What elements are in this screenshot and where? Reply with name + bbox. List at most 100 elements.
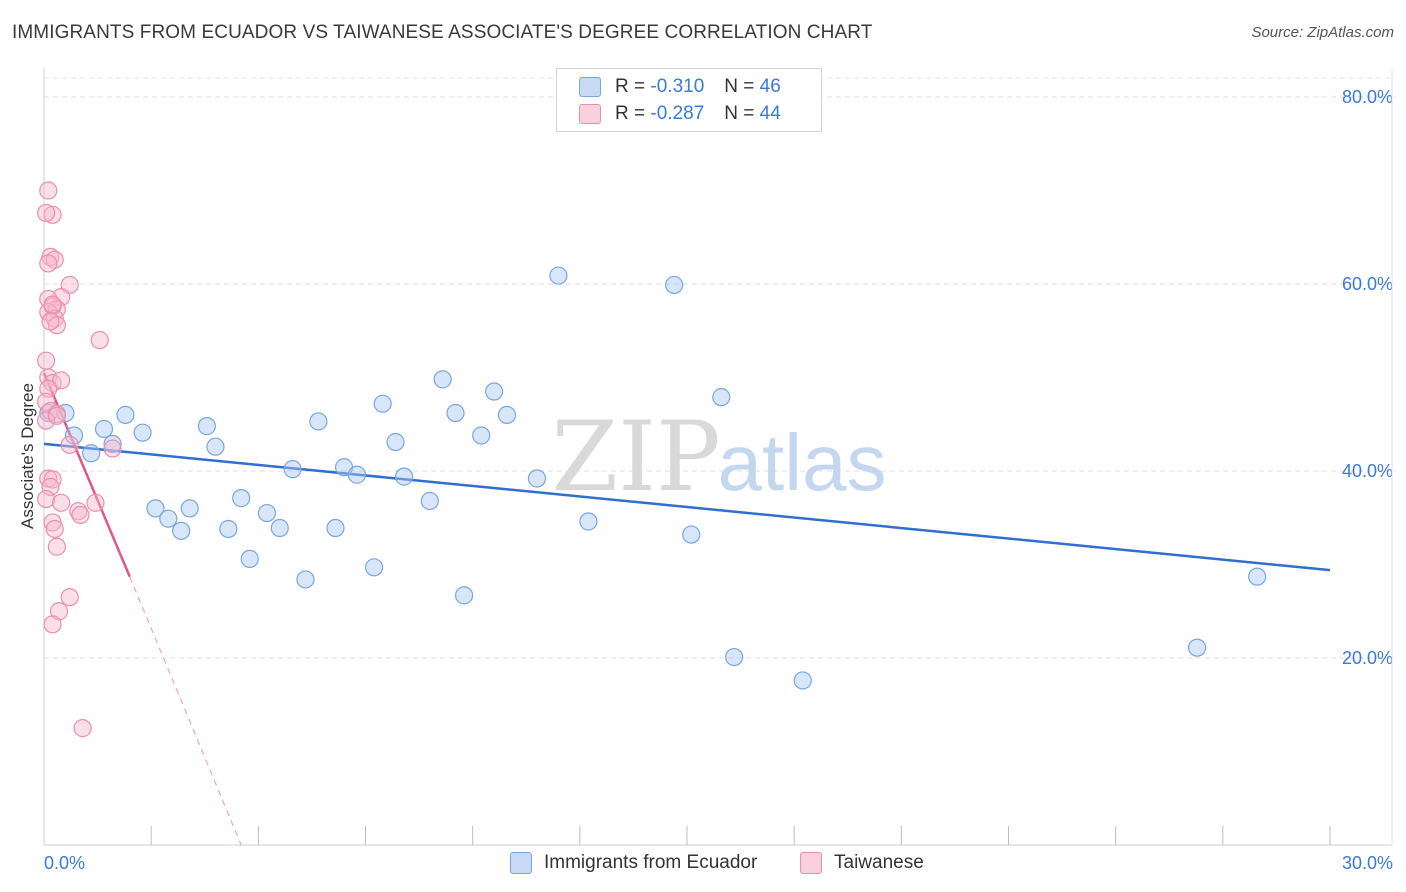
ecuador-trend-line — [43, 442, 1331, 572]
ecuador-point — [433, 370, 452, 389]
ecuador-point — [364, 558, 384, 577]
ecuador-point — [394, 467, 414, 486]
ecuador-point — [309, 412, 328, 431]
legend-r-label: R = — [615, 76, 646, 97]
ecuador-point — [116, 405, 135, 424]
taiwanese-point — [43, 295, 62, 314]
ecuador-point — [1248, 567, 1267, 586]
watermark-atlas: atlas — [718, 418, 887, 507]
legend-row-taiwanese: R = -0.287 N = 44 — [579, 103, 781, 125]
legend-swatch-ecuador — [579, 77, 601, 97]
x-tick-label: 30.0% — [1342, 853, 1393, 873]
taiwanese-point — [37, 351, 56, 370]
bottom-legend-label-taiwanese: Taiwanese — [834, 852, 924, 873]
watermark-zip: ZIP — [551, 401, 720, 513]
ecuador-point — [549, 266, 568, 285]
legend: R = -0.310 N = 46 R = -0.287 N = 44 — [556, 68, 822, 132]
ecuador-point — [94, 419, 114, 439]
source-label: Source: ZipAtlas.com — [1251, 24, 1394, 41]
legend-n-value-ecuador: 46 — [759, 76, 781, 97]
y-tick-label: 80.0% — [1342, 87, 1393, 107]
y-tick-label: 40.0% — [1342, 461, 1393, 481]
taiwanese-point — [60, 588, 79, 607]
bottom-legend-ecuador: Immigrants from Ecuador — [510, 852, 757, 874]
ecuador-point — [64, 426, 84, 445]
ecuador-point — [420, 491, 439, 511]
legend-n-label: N = — [724, 76, 755, 97]
ecuador-point — [665, 275, 684, 295]
ecuador-point — [296, 570, 315, 589]
ecuador-point — [1188, 638, 1207, 657]
taiwanese-point — [43, 470, 62, 489]
taiwanese-point — [39, 181, 58, 200]
ecuador-point — [472, 426, 491, 445]
ecuador-point — [159, 509, 178, 528]
ecuador-point — [497, 405, 517, 424]
ecuador-point — [180, 499, 199, 518]
taiwanese-point — [43, 615, 62, 634]
ecuador-point — [682, 525, 701, 544]
ecuador-point — [257, 503, 277, 523]
taiwanese-trend-extension — [129, 576, 242, 846]
ecuador-point — [579, 512, 598, 531]
taiwanese-point — [90, 331, 109, 350]
legend-swatch-taiwanese — [579, 104, 601, 124]
legend-row-ecuador: R = -0.310 N = 46 — [579, 76, 781, 98]
y-tick-label: 60.0% — [1342, 274, 1393, 294]
ecuador-point — [326, 518, 345, 538]
taiwanese-point — [60, 435, 79, 454]
taiwanese-point — [37, 203, 56, 223]
taiwanese-point — [86, 493, 105, 512]
ecuador-point — [386, 432, 405, 452]
ecuador-point — [103, 434, 122, 453]
taiwanese-point — [73, 719, 92, 738]
ecuador-point — [146, 499, 165, 518]
legend-r-label: R = — [615, 103, 646, 124]
ecuador-point — [82, 444, 101, 463]
legend-r-value-ecuador: -0.310 — [650, 76, 705, 97]
ecuador-point — [219, 519, 238, 539]
taiwanese-point — [47, 406, 66, 425]
taiwanese-point — [43, 513, 62, 532]
taiwanese-point — [52, 371, 71, 390]
ecuador-point — [270, 518, 289, 538]
y-axis-label: Associate's Degree — [18, 383, 37, 529]
taiwanese-point — [103, 439, 122, 458]
bottom-legend-taiwanese: Taiwanese — [800, 852, 924, 874]
y-tick-label: 20.0% — [1342, 648, 1393, 668]
bottom-legend-swatch-taiwanese — [800, 852, 822, 874]
ecuador-point — [240, 549, 259, 568]
ecuador-point — [454, 586, 474, 605]
ecuador-point — [172, 521, 191, 540]
taiwanese-point — [47, 537, 66, 556]
ecuador-point — [527, 469, 547, 488]
ecuador-point — [485, 382, 504, 401]
taiwanese-point — [45, 519, 64, 539]
ecuador-point — [793, 671, 812, 690]
ecuador-point — [373, 394, 392, 413]
ecuador-point — [197, 417, 216, 436]
taiwanese-point — [39, 254, 58, 273]
ecuador-point — [712, 388, 731, 407]
chart-title: IMMIGRANTS FROM ECUADOR VS TAIWANESE ASS… — [12, 22, 873, 43]
ecuador-point — [347, 465, 367, 484]
taiwanese-point — [37, 411, 56, 430]
taiwanese-point — [37, 392, 56, 411]
bottom-legend-swatch-ecuador — [510, 852, 532, 874]
ecuador-point — [133, 423, 152, 442]
taiwanese-point — [49, 602, 69, 621]
ecuador-point — [446, 403, 465, 423]
bottom-legend-label-ecuador: Immigrants from Ecuador — [544, 852, 758, 873]
taiwanese-point — [71, 505, 90, 525]
taiwanese-point — [52, 493, 71, 512]
taiwanese-point — [41, 312, 60, 331]
legend-n-value-taiwanese: 44 — [759, 103, 781, 124]
taiwanese-point — [37, 489, 56, 509]
ecuador-point — [232, 489, 251, 508]
taiwanese-point — [43, 205, 62, 224]
x-tick-label: 0.0% — [44, 853, 85, 873]
ecuador-point — [283, 460, 302, 479]
ecuador-point — [725, 647, 744, 667]
ecuador-point — [206, 437, 225, 456]
